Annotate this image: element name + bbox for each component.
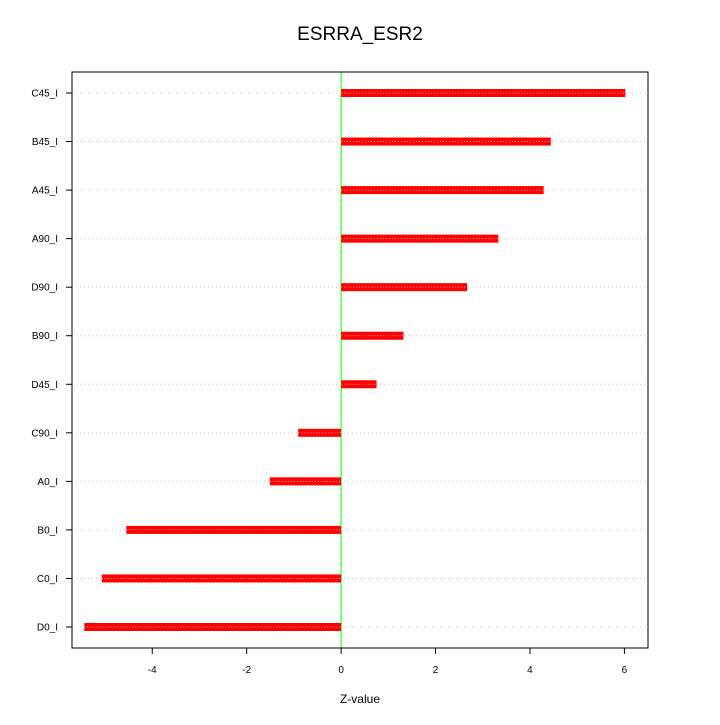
bar bbox=[101, 574, 342, 583]
y-tick-label: D45_I bbox=[31, 380, 58, 391]
x-axis-label: Z-value bbox=[340, 692, 380, 706]
x-tick-label: -4 bbox=[148, 665, 157, 676]
y-axis: C45_I B45_I A45_I A90_I D90_I B90_I D45_I C90_I… bbox=[31, 89, 72, 634]
x-tick-label: 0 bbox=[338, 665, 344, 676]
plot-frame bbox=[71, 71, 649, 649]
bar bbox=[269, 477, 342, 486]
x-tick-label: 4 bbox=[527, 665, 533, 676]
x-tick-label: 6 bbox=[622, 665, 628, 676]
x-axis: -4 -2 0 2 4 6 bbox=[148, 648, 628, 676]
bar bbox=[341, 331, 404, 340]
bar bbox=[341, 283, 468, 292]
bar-fill bbox=[341, 137, 551, 146]
y-tick-label: D90_I bbox=[31, 283, 58, 294]
bar bbox=[126, 525, 342, 534]
y-tick-label: C0_I bbox=[37, 574, 58, 585]
y-tick-label: A90_I bbox=[32, 234, 58, 245]
bar bbox=[341, 89, 626, 97]
bar bbox=[341, 186, 544, 195]
bar-fill bbox=[101, 574, 342, 583]
bar bbox=[84, 623, 342, 631]
x-tick-label: 2 bbox=[433, 665, 439, 676]
y-tick-label: C90_I bbox=[31, 428, 58, 439]
bar-fill bbox=[341, 186, 544, 195]
grid-lines bbox=[72, 92, 648, 628]
y-tick-label: A45_I bbox=[32, 186, 58, 197]
bar bbox=[341, 234, 499, 243]
bar-fill bbox=[341, 89, 626, 97]
bar-fill bbox=[126, 525, 342, 534]
bar-fill bbox=[341, 380, 377, 389]
bar bbox=[298, 428, 342, 437]
chart-title: ESRRA_ESR2 bbox=[297, 24, 423, 45]
bar-fill bbox=[269, 477, 342, 486]
y-tick-label: B45_I bbox=[32, 137, 58, 148]
x-tick-label: -2 bbox=[242, 665, 251, 676]
y-tick-label: C45_I bbox=[31, 89, 58, 100]
y-tick-label: A0_I bbox=[37, 477, 58, 488]
bar bbox=[341, 137, 551, 146]
y-tick-label: B0_I bbox=[37, 525, 58, 536]
bar bbox=[341, 380, 377, 389]
bars bbox=[84, 89, 626, 631]
bar-fill bbox=[84, 623, 342, 631]
y-tick-label: D0_I bbox=[37, 623, 58, 634]
bar-fill bbox=[341, 331, 404, 340]
y-tick-label: B90_I bbox=[32, 331, 58, 342]
